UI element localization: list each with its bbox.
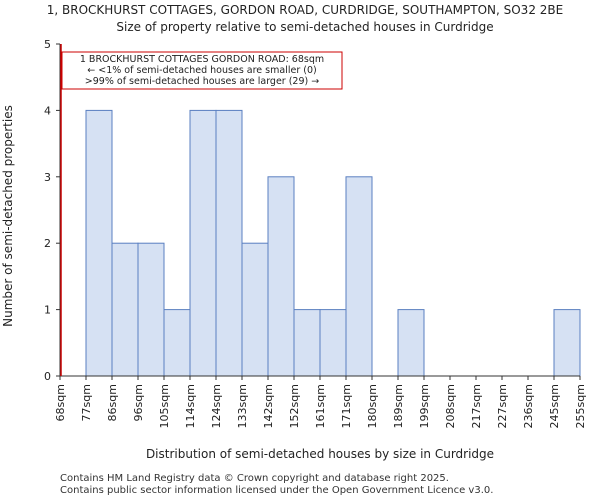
bar-86sqm <box>111 242 139 377</box>
x-tick-label: 208sqm <box>444 384 457 428</box>
chart-subtitle: Size of property relative to semi-detach… <box>116 20 493 34</box>
x-tick-label: 77sqm <box>80 384 93 421</box>
annotation-box: 1 BROCKHURST COTTAGES GORDON ROAD: 68sqm… <box>61 51 343 90</box>
x-tick-label: 161sqm <box>314 384 327 428</box>
x-tick-label: 245sqm <box>548 384 561 428</box>
x-tick-label: 217sqm <box>470 384 483 428</box>
bar-77sqm <box>85 109 113 377</box>
y-tick-label: 4 <box>44 104 51 117</box>
bar-152sqm <box>293 309 321 377</box>
x-tick-label: 133sqm <box>236 384 249 428</box>
x-tick-label: 171sqm <box>340 384 353 428</box>
annotation-line-2: ← <1% of semi-detached houses are smalle… <box>87 65 316 76</box>
x-tick-label: 227sqm <box>496 384 509 428</box>
y-axis-label: Number of semi-detached properties <box>1 105 15 327</box>
bar-133sqm <box>241 242 269 377</box>
bar-114sqm <box>189 109 217 377</box>
x-tick-label: 199sqm <box>418 384 431 428</box>
bar-124sqm <box>215 109 243 377</box>
footer-licence: Contains public sector information licen… <box>60 485 494 496</box>
x-ticks-group: 68sqm 77sqm 86sqm 96sqm 105sqm 114sqm 124sqm 13… <box>54 376 587 428</box>
x-tick-label: 105sqm <box>158 384 171 428</box>
x-tick-label: 68sqm <box>54 384 67 421</box>
x-tick-label: 124sqm <box>210 384 223 428</box>
bar-161sqm <box>319 309 347 377</box>
footer-copyright: Contains HM Land Registry data © Crown c… <box>60 473 449 484</box>
y-tick-label: 5 <box>44 38 51 51</box>
bar-142sqm <box>267 176 295 377</box>
annotation-line-3: >99% of semi-detached houses are larger … <box>85 76 319 87</box>
x-tick-label: 142sqm <box>262 384 275 428</box>
y-tick-label: 1 <box>44 304 51 317</box>
x-tick-label: 255sqm <box>574 384 587 428</box>
y-tick-label: 2 <box>44 237 51 250</box>
x-tick-label: 114sqm <box>184 384 197 428</box>
bar-189sqm <box>397 309 425 377</box>
annotation-line-1: 1 BROCKHURST COTTAGES GORDON ROAD: 68sqm <box>80 54 324 65</box>
x-tick-label: 180sqm <box>366 384 379 428</box>
bar-96sqm <box>137 242 165 377</box>
x-tick-label: 96sqm <box>132 384 145 421</box>
x-tick-label: 236sqm <box>522 384 535 428</box>
bar-171sqm <box>345 176 373 377</box>
x-tick-label: 189sqm <box>392 384 405 428</box>
x-axis-label: Distribution of semi-detached houses by … <box>146 447 494 461</box>
bar-245sqm <box>553 309 581 377</box>
bars-group <box>85 109 581 377</box>
y-tick-label: 3 <box>44 171 51 184</box>
x-tick-label: 152sqm <box>288 384 301 428</box>
chart-title: 1, BROCKHURST COTTAGES, GORDON ROAD, CUR… <box>47 3 563 17</box>
bar-105sqm <box>163 309 191 377</box>
x-tick-label: 86sqm <box>106 384 119 421</box>
y-tick-label: 0 <box>44 370 51 383</box>
y-ticks-group: 0 1 2 3 4 5 <box>44 38 60 383</box>
